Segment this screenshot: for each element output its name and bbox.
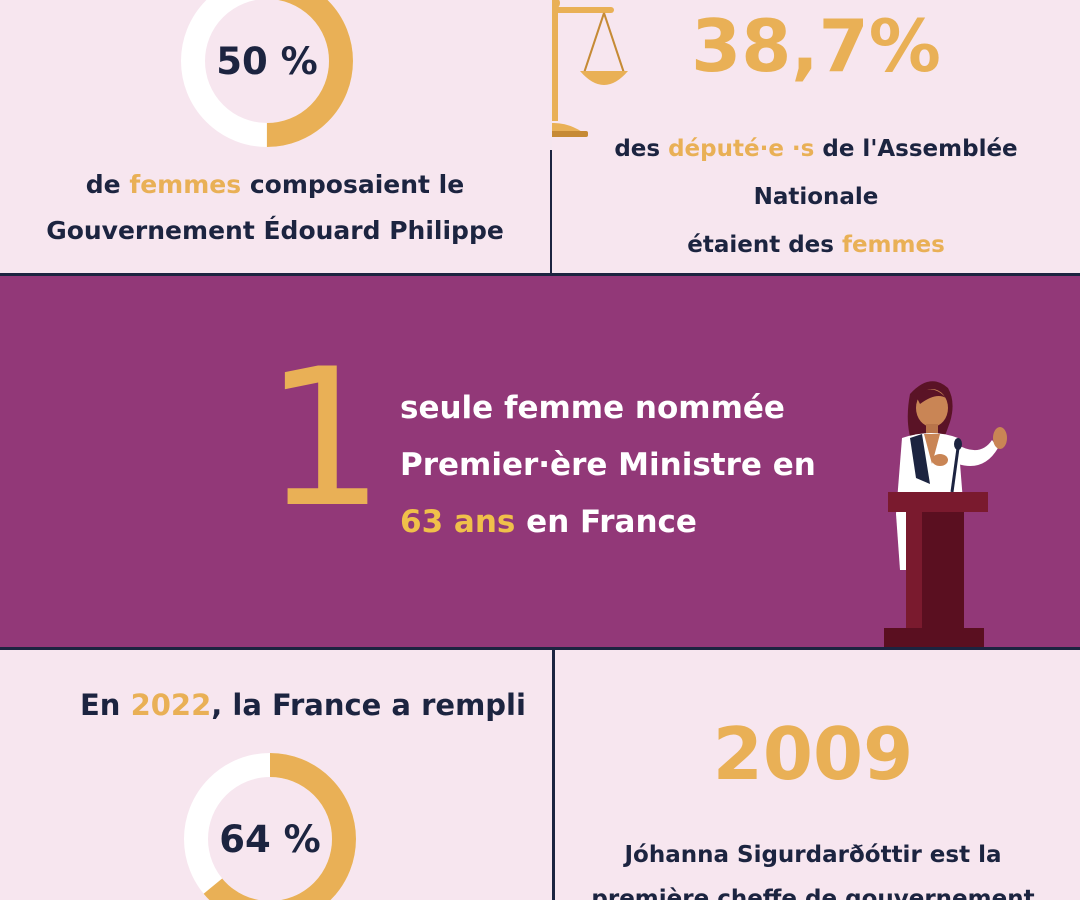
stat-text-line1: seule femme nommée xyxy=(400,390,785,426)
stat-text-line2: Premier·ère Ministre en xyxy=(400,447,816,483)
text-post: , la France a rempli xyxy=(211,688,526,722)
big-year: 2009 xyxy=(712,712,914,796)
text-accent: femmes xyxy=(841,232,945,258)
text-accent: député·e ·s xyxy=(668,136,815,162)
donut-50 xyxy=(181,0,353,147)
woman-at-podium-illustration xyxy=(884,381,1007,647)
stat-text-line2: Gouvernement Édouard Philippe xyxy=(46,216,504,245)
divider-top xyxy=(0,273,1080,276)
stat-text-line2: première cheffe de gouvernement xyxy=(591,886,1035,900)
panel-assembly-stat: 38,7% des député·e ·s de l'Assemblée Nat… xyxy=(552,0,1080,273)
percent-label: 50 % xyxy=(216,40,318,83)
text-post: en France xyxy=(515,504,697,540)
big-number: 38,7% xyxy=(691,4,941,88)
stat-text-line1: des député·e ·s de l'Assemblée xyxy=(552,136,1080,162)
panel-government-stat: 50 % de femmes composaient le Gouverneme… xyxy=(0,0,550,273)
stat-text-line2: Nationale xyxy=(753,184,879,210)
stat-text-line3: étaient des femmes xyxy=(552,232,1080,258)
text-pre: En xyxy=(80,688,131,722)
panel-prime-minister-stat: 1 seule femme nommée Premier·ère Ministr… xyxy=(0,276,1080,647)
text-pre: de xyxy=(85,170,130,199)
text-accent: 63 ans xyxy=(400,504,516,540)
text-accent: 2022 xyxy=(130,688,212,722)
divider-bottom-vertical xyxy=(552,650,555,900)
divider-top-vertical xyxy=(549,150,552,273)
big-number-one: 1 xyxy=(264,328,385,549)
divider-bottom xyxy=(0,647,1080,650)
panel-iceland-stat: 2009 Jóhanna Sigurdarðóttir est la premi… xyxy=(555,650,1080,900)
text-post: de l'Assemblée xyxy=(814,136,1018,162)
stat-text-line1: de femmes composaient le xyxy=(0,170,550,199)
text-post: composaient le xyxy=(241,170,465,199)
scale-icon xyxy=(552,0,628,137)
panel-2022-stat: En 2022, la France a rempli 64 % xyxy=(0,650,552,900)
text-pre: étaient des xyxy=(687,232,842,258)
stat-text-line1: En 2022, la France a rempli xyxy=(80,688,526,722)
percent-label: 64 % xyxy=(219,818,321,861)
donut-64 xyxy=(184,753,356,900)
text-accent: femmes xyxy=(129,170,242,199)
stat-text-line1: Jóhanna Sigurdarðóttir est la xyxy=(624,842,1002,868)
text-pre: des xyxy=(614,136,669,162)
stat-text-line3: 63 ans en France xyxy=(400,504,697,540)
